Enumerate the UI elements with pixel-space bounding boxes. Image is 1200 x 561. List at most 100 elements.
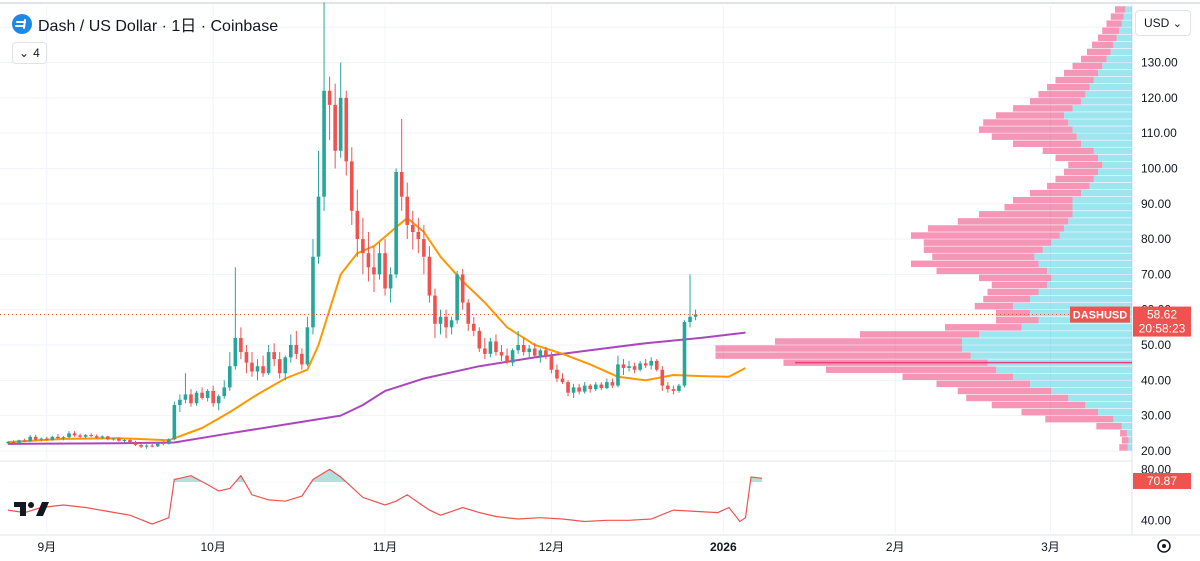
- candle-body: [410, 224, 415, 232]
- price-tick-label: 50.00: [1141, 338, 1171, 352]
- volume-profile-up-bar: [1081, 189, 1132, 197]
- volume-profile-down-bar: [1098, 34, 1117, 42]
- settings-gear-icon[interactable]: [1157, 539, 1171, 553]
- price-tick-label: 70.00: [1141, 267, 1171, 281]
- candle-body: [638, 363, 642, 370]
- candle-body: [449, 320, 454, 328]
- volume-profile-up-bar: [1038, 260, 1132, 268]
- volume-profile-up-bar: [979, 331, 1132, 338]
- sma-200-line: [7, 331, 746, 445]
- currency-label: USD: [1144, 16, 1170, 30]
- candle-body: [250, 362, 254, 372]
- volume-profile-down-bar: [1055, 76, 1094, 84]
- candle-body: [255, 366, 260, 372]
- candle-body: [28, 436, 32, 442]
- candle-body: [555, 369, 559, 379]
- volume-profile-down-bar: [996, 112, 1064, 119]
- volume-profile-down-bar: [826, 366, 996, 373]
- candle-body: [6, 442, 10, 444]
- candle-body: [688, 316, 692, 323]
- candle-body: [150, 445, 154, 447]
- volume-profile-up-bar: [1119, 27, 1132, 34]
- candle-body: [155, 442, 160, 447]
- candle-body: [621, 364, 626, 368]
- candle-body: [117, 438, 121, 441]
- volume-profile-up-bar: [1072, 126, 1132, 133]
- volume-profile-up-bar: [1121, 422, 1132, 430]
- volume-profile-up-bar: [1093, 147, 1132, 155]
- candle-body: [89, 435, 93, 437]
- volume-profile-down-bar: [932, 253, 1035, 260]
- volume-profile-up-bar: [1102, 161, 1132, 169]
- time-tick-label: 10月: [200, 540, 225, 554]
- time-tick-label: 3月: [1041, 540, 1060, 554]
- candle-body: [139, 444, 143, 447]
- volume-profile-up-bar: [1034, 253, 1132, 260]
- symbol-badge-label: DASHUSD: [1073, 310, 1127, 322]
- volume-profile-down-bar: [860, 331, 979, 338]
- candle-body: [433, 295, 437, 324]
- candle-body: [666, 385, 670, 390]
- volume-profile-up-bar: [1072, 196, 1132, 204]
- candle-body: [355, 210, 360, 240]
- volume-profile-down-bar: [991, 133, 1077, 140]
- currency-select[interactable]: USD ⌄: [1135, 10, 1191, 36]
- volume-profile-up-bar: [1128, 437, 1132, 444]
- candle-body: [588, 385, 593, 390]
- volume-profile-up-bar: [1013, 302, 1132, 310]
- gear-hub: [1162, 544, 1166, 548]
- volume-profile-down-bar: [1119, 444, 1128, 451]
- volume-profile-down-bar: [1021, 408, 1098, 416]
- candle-body: [205, 390, 210, 398]
- candle-body: [100, 436, 105, 438]
- candle-body: [527, 348, 532, 353]
- candle-body: [466, 302, 471, 324]
- volume-profile-up-bar: [1038, 288, 1132, 296]
- candle-body: [56, 436, 60, 439]
- indicators-toggle[interactable]: ⌄ 4: [12, 42, 47, 64]
- candle-body: [233, 337, 238, 367]
- volume-profile-down-bar: [1064, 69, 1098, 77]
- candle-body: [566, 382, 570, 393]
- candle-body: [388, 274, 393, 289]
- volume-profile-up-bar: [1068, 218, 1132, 225]
- candle-body: [178, 399, 182, 406]
- volume-profile-up-bar: [1085, 91, 1132, 98]
- volume-profile-down-bar: [715, 352, 971, 359]
- candle-body: [571, 387, 576, 393]
- volume-profile-down-bar: [996, 317, 1039, 324]
- time-tick-label: 12月: [539, 540, 564, 554]
- volume-profile-up-bar: [1064, 225, 1132, 232]
- candle-body: [228, 366, 232, 388]
- volume-profile-down-bar: [957, 218, 1069, 225]
- volume-profile-down-bar: [974, 302, 1013, 310]
- candle-body: [394, 171, 398, 275]
- price-tick-label: 130.00: [1141, 56, 1178, 70]
- candle-body: [111, 438, 116, 440]
- candle-body: [416, 232, 421, 240]
- candle-body: [660, 369, 665, 386]
- volume-profile-up-bar: [1089, 182, 1132, 190]
- volume-profile-up-bar: [1123, 13, 1132, 20]
- volume-profile-up-bar: [1110, 48, 1132, 56]
- symbol-title[interactable]: Dash / US Dollar · 1日 · Coinbase: [38, 18, 279, 35]
- volume-profile-down-bar: [1047, 83, 1090, 91]
- volume-profile-up-bar: [1116, 34, 1132, 42]
- candle-body: [194, 392, 199, 404]
- volume-profile-down-bar: [1102, 27, 1120, 34]
- countdown-label: 20:58:23: [1139, 322, 1186, 336]
- volume-profile-down-bar: [979, 211, 1073, 218]
- volume-profile-down-bar: [1081, 55, 1107, 63]
- price-tick-label: 90.00: [1141, 197, 1171, 211]
- candle-body: [532, 348, 537, 356]
- candle-body: [677, 385, 681, 391]
- volume-profile-down-bar: [928, 225, 1064, 232]
- price-tick-label: 30.00: [1141, 409, 1171, 423]
- rsi-tick-label: 80.00: [1141, 462, 1171, 476]
- volume-profile-up-bar: [1072, 211, 1132, 218]
- ema-20-line: [7, 216, 746, 444]
- volume-profile-down-bar: [1047, 182, 1090, 190]
- candle-body: [610, 382, 615, 386]
- candle-body: [94, 436, 99, 438]
